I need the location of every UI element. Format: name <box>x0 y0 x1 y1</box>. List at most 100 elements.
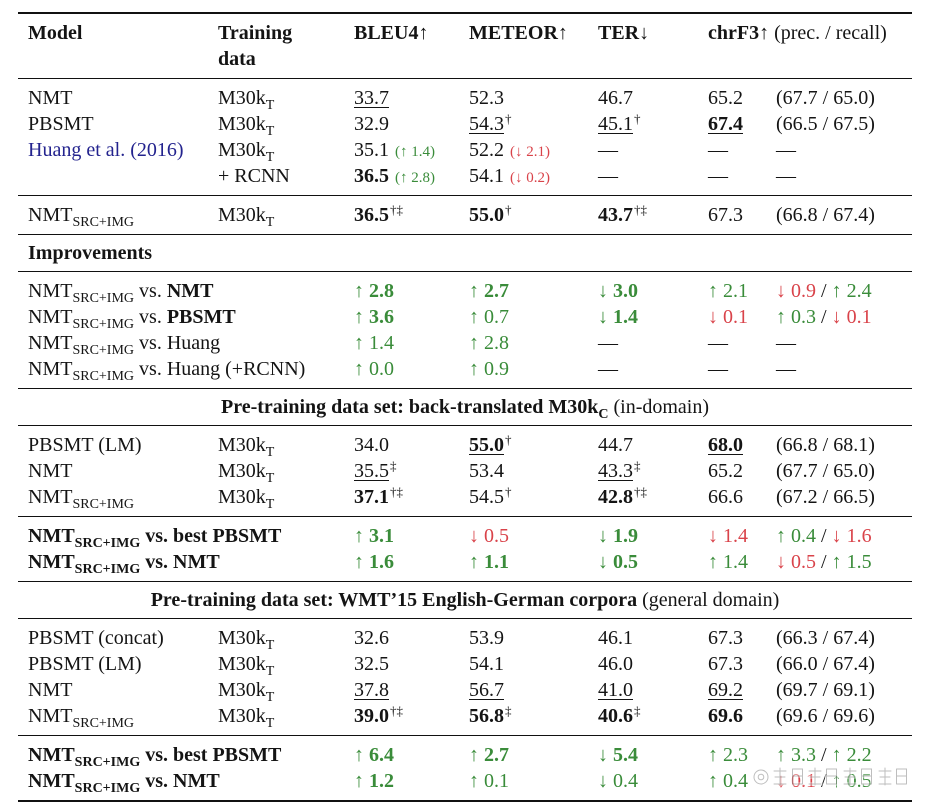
bleu4-value: ↑ 6.4 <box>354 744 394 766</box>
cell-meteor: 53.4 <box>469 458 598 484</box>
prec-recall-value: / <box>816 525 832 547</box>
cell-chrf3: 67.3 <box>708 651 776 677</box>
ter-value: — <box>598 139 618 161</box>
section-heading-cell: Pre-training data set: WMT’15 English-Ge… <box>18 582 912 619</box>
cell-chrf3: 67.3 <box>708 619 776 652</box>
cell-bleu4: ↑ 6.4 <box>354 736 469 769</box>
citation-link[interactable]: Huang et al. (2016) <box>28 139 184 161</box>
cell-meteor: 55.0† <box>469 196 598 235</box>
cell-meteor: ↑ 1.1 <box>469 549 598 582</box>
watermark <box>752 766 909 787</box>
prec-recall-value: ↑ 0.4 <box>776 525 816 547</box>
cell-model: NMTSRC+IMG vs. best PBSMT <box>18 736 354 770</box>
subscript-label: T <box>265 664 275 679</box>
model-name: NMT <box>28 87 73 109</box>
table-row: NMT M30kT 35.5‡ 53.4 43.3‡ 65.2 (67.7 / 65.0) <box>18 458 912 486</box>
training-data-value: M30k <box>218 679 266 701</box>
bleu4-value: 35.5 <box>354 460 389 482</box>
prec-recall-value: / <box>816 306 832 328</box>
model-name: NMT <box>28 460 73 482</box>
cell-meteor: ↓ 0.5 <box>469 517 598 550</box>
cell-prec-recall: — <box>776 163 912 196</box>
chrf3-value: 69.2 <box>708 679 743 701</box>
cell-ter: ↓ 1.9 <box>598 517 708 550</box>
cell-prec-recall: (66.8 / 67.4) <box>776 196 912 235</box>
cell-chrf3: — <box>708 356 776 389</box>
meteor-value: 56.7 <box>469 679 504 701</box>
cell-training-data: M30kT <box>218 196 354 235</box>
prec-recall-value: (66.5 / 67.5) <box>776 113 875 135</box>
cell-ter: ↓ 3.0 <box>598 272 708 305</box>
model-name: vs. best PBSMT <box>140 525 282 547</box>
bleu4-value: 33.7 <box>354 87 389 109</box>
meteor-value: ↑ 0.9 <box>469 358 509 380</box>
cell-prec-recall: — <box>776 356 912 389</box>
table-row: NMT M30kT 33.7 52.3 46.7 65.2 (67.7 / 65.0) <box>18 79 912 113</box>
prec-recall-value: ↓ 0.1 <box>831 306 872 328</box>
cell-training-data: M30kT <box>218 619 354 653</box>
cell-training-data: M30kT <box>218 703 354 736</box>
ter-value: ↓ 3.0 <box>598 280 638 302</box>
cell-model: NMTSRC+IMG <box>18 703 218 736</box>
model-name: vs. NMT <box>140 770 220 792</box>
cell-chrf3: 65.2 <box>708 458 776 484</box>
chrf3-value: — <box>708 358 728 380</box>
cell-chrf3: ↑ 2.1 <box>708 272 776 305</box>
model-name: PBSMT (concat) <box>28 627 164 649</box>
cell-training-data: M30kT <box>218 677 354 705</box>
subscript-label: T <box>265 471 275 486</box>
section-heading-row: Pre-training data set: WMT’15 English-Ge… <box>18 582 912 619</box>
ter-value: — <box>598 332 618 354</box>
model-name: NMT <box>28 770 75 792</box>
cell-chrf3: 65.2 <box>708 79 776 112</box>
cell-bleu4: 34.0 <box>354 426 469 459</box>
model-name: vs. Huang (+RCNN) <box>134 358 306 380</box>
subscript-label: SRC+IMG <box>74 536 141 551</box>
bleu4-value: ↑ 2.8 <box>354 280 394 302</box>
delta-note: (↓ 2.1) <box>510 144 550 160</box>
cell-training-data: M30kT <box>218 137 354 165</box>
section-heading-text: (general domain) <box>637 589 780 611</box>
cell-bleu4: ↑ 3.6 <box>354 304 469 330</box>
chrf3-value: 69.6 <box>708 705 743 727</box>
cell-training-data: M30kT <box>218 111 354 139</box>
model-name: vs. NMT <box>140 551 220 573</box>
cell-ter: — <box>598 137 708 163</box>
significance-marker: †‡ <box>634 484 647 499</box>
section-heading-text: Improvements <box>28 242 153 264</box>
cell-chrf3: 67.4 <box>708 111 776 137</box>
chrf3-value: 65.2 <box>708 87 743 109</box>
chrf3-value: 67.3 <box>708 204 743 226</box>
ter-value: ↓ 1.4 <box>598 306 638 328</box>
chrf3-value: ↑ 2.3 <box>708 744 748 766</box>
cell-prec-recall: — <box>776 137 912 163</box>
cell-chrf3: 66.6 <box>708 484 776 517</box>
header-meteor-label: METEOR↑ <box>469 22 568 44</box>
model-name: NMT <box>28 204 73 226</box>
chrf3-value: ↑ 0.4 <box>708 770 748 792</box>
model-name: NMT <box>166 280 214 302</box>
chrf3-value: 68.0 <box>708 434 743 456</box>
cell-model: NMT <box>18 677 218 703</box>
header-bleu4: BLEU4↑ <box>354 13 469 79</box>
table-header: Model Training data BLEU4↑ METEOR↑ TER↓ … <box>18 13 913 79</box>
cell-training-data: + RCNN <box>218 163 354 196</box>
cell-chrf3: ↑ 0.4 <box>708 768 776 801</box>
bleu4-value: 37.1 <box>354 486 389 508</box>
ter-value: — <box>598 165 618 187</box>
cell-meteor: 56.7 <box>469 677 598 703</box>
cell-model: PBSMT <box>18 111 218 137</box>
meteor-value: 54.3 <box>469 113 504 135</box>
model-name: NMT <box>28 705 73 727</box>
cell-prec-recall: ↑ 0.3 / ↓ 0.1 <box>776 304 912 330</box>
model-name: NMT <box>28 306 73 328</box>
table-section: NMTSRC+IMG vs. best PBSMT ↑ 6.4 ↑ 2.7 ↓ 5.4… <box>18 735 913 801</box>
bleu4-value: ↑ 3.6 <box>354 306 394 328</box>
significance-marker: † <box>634 111 641 126</box>
meteor-value: 53.9 <box>469 627 504 649</box>
bleu4-value: ↑ 0.0 <box>354 358 394 380</box>
subscript-label: T <box>265 638 275 653</box>
prec-recall-value: ↑ 3.3 <box>776 744 816 766</box>
prec-recall-value: ↑ 0.3 <box>776 306 816 328</box>
cell-bleu4: 32.5 <box>354 651 469 677</box>
